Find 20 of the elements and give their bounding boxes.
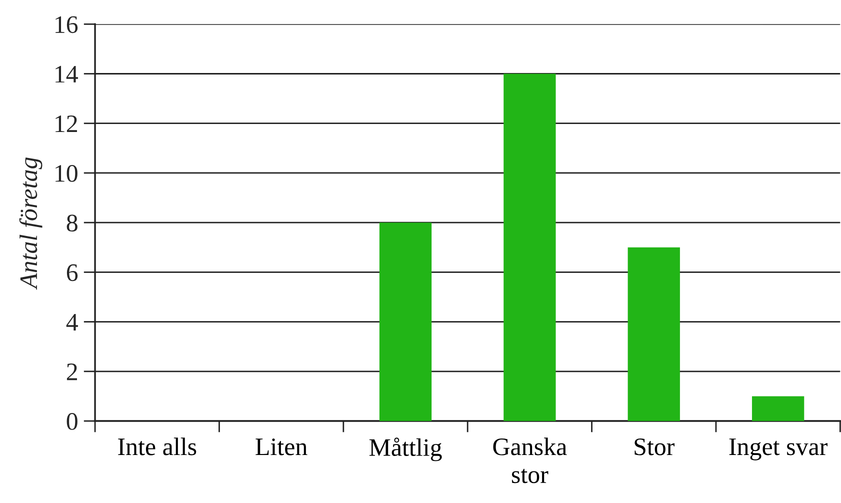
x-tick-label: Ganska stor (493, 438, 567, 484)
x-tick-label: Liten (256, 438, 308, 456)
x-tick-label: Inte alls (118, 438, 196, 456)
y-axis-title: Antal företag (19, 157, 42, 290)
y-tick-label: 4 (66, 314, 78, 330)
y-tick-label: 16 (56, 16, 78, 34)
y-tick-label: 2 (66, 364, 77, 380)
bar (628, 247, 680, 422)
x-tick-label: Stor (634, 438, 674, 456)
x-tick-label: Inget svar (729, 438, 828, 460)
y-tick-label: 8 (66, 214, 78, 232)
bar (752, 396, 804, 422)
y-tick-label: 14 (56, 66, 78, 82)
bar (379, 222, 432, 422)
y-tick-label: 10 (56, 165, 78, 182)
y-tick-label: 12 (56, 115, 77, 132)
bar (504, 74, 556, 422)
y-tick-label: 0 (66, 413, 78, 430)
y-tick-label: 6 (66, 264, 78, 282)
x-tick-label: Måttlig (369, 438, 442, 462)
